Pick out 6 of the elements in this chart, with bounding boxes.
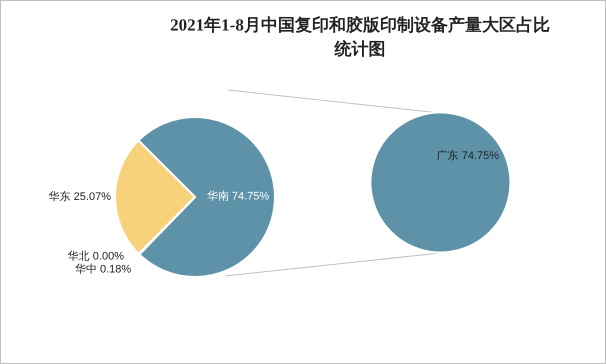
slice-label: 广东 74.75%	[436, 149, 500, 162]
slice-label: 华南 74.75%	[206, 190, 270, 203]
text: 2021年1-8月中国复印和胶版印制设备产量大区占比统计图	[170, 16, 550, 58]
slice-label: 华中 0.18%	[74, 262, 132, 276]
category-label: 华北 0.00%	[68, 250, 124, 263]
slice-label: 华东 25.07%	[48, 190, 112, 204]
